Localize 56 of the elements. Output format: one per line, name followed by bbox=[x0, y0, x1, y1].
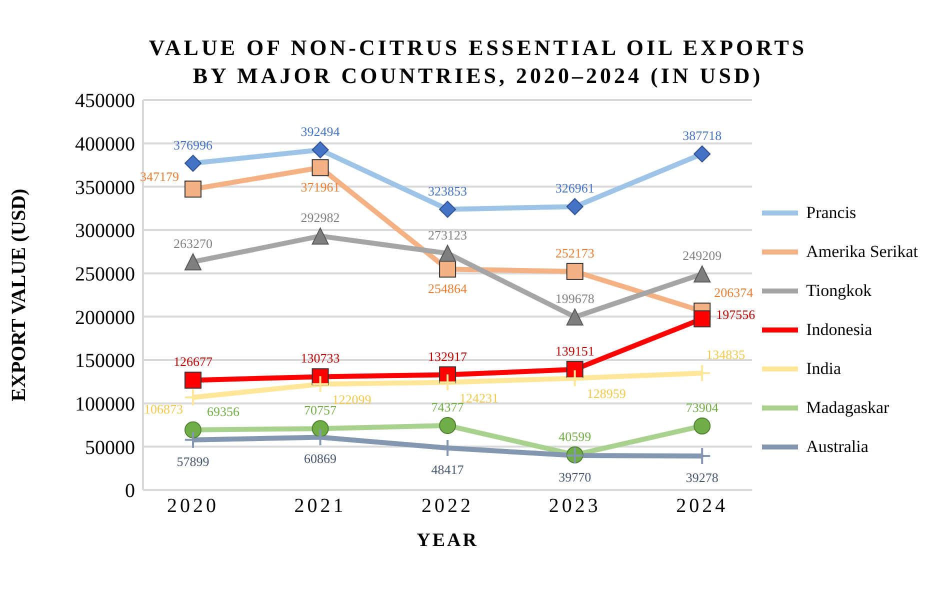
data-label: 206374 bbox=[714, 285, 754, 300]
data-label: 60869 bbox=[304, 451, 337, 466]
data-label: 39278 bbox=[686, 470, 718, 485]
x-axis-title: YEAR bbox=[416, 530, 478, 551]
data-label: 106873 bbox=[144, 401, 183, 416]
data-label: 130733 bbox=[300, 350, 340, 366]
data-label: 134835 bbox=[706, 347, 746, 362]
legend-label: Tiongkok bbox=[806, 281, 872, 301]
legend-label: Prancis bbox=[806, 203, 856, 223]
y-tick-label: 150000 bbox=[75, 350, 135, 372]
y-tick-label: 350000 bbox=[75, 176, 135, 199]
legend-label: Madagaskar bbox=[806, 398, 890, 418]
data-label: 40599 bbox=[558, 428, 592, 444]
y-tick-label: 100000 bbox=[75, 393, 135, 416]
data-label: 139151 bbox=[555, 343, 594, 358]
y-tick-label: 0 bbox=[125, 480, 135, 502]
legend-label: India bbox=[806, 359, 842, 379]
y-tick-label: 250000 bbox=[75, 263, 135, 286]
data-label: 376996 bbox=[174, 137, 213, 152]
data-label: 249209 bbox=[682, 248, 722, 264]
chart-title: VALUE OF NON-CITRUS ESSENTIAL OIL EXPORTS BY MAJOR COUNTRIES, 2020–2024 (IN USD) bbox=[148, 34, 808, 90]
legend-label: Australia bbox=[806, 437, 868, 457]
x-tick-label: 2020 bbox=[167, 495, 219, 518]
data-label: 252173 bbox=[555, 245, 594, 260]
data-label: 126677 bbox=[174, 354, 213, 370]
data-label: 128959 bbox=[586, 386, 626, 402]
legend-label: Indonesia bbox=[806, 320, 872, 340]
data-label: 371961 bbox=[300, 180, 340, 195]
data-label: 387718 bbox=[682, 128, 722, 143]
y-axis-title: EXPORT VALUE (USD) bbox=[8, 188, 30, 402]
data-label: 132917 bbox=[428, 348, 468, 364]
y-tick-label: 450000 bbox=[75, 90, 135, 112]
x-tick-label: 2023 bbox=[548, 495, 601, 518]
data-label: 39770 bbox=[558, 470, 592, 485]
y-tick-label: 400000 bbox=[75, 133, 135, 156]
data-label: 392494 bbox=[300, 124, 340, 139]
y-tick-label: 300000 bbox=[75, 220, 135, 242]
y-tick-label: 200000 bbox=[75, 306, 135, 329]
y-tick-label: 50000 bbox=[85, 436, 135, 459]
data-label: 57899 bbox=[176, 454, 210, 469]
x-tick-label: 2022 bbox=[422, 495, 474, 518]
data-label: 292982 bbox=[300, 210, 340, 226]
data-label: 263270 bbox=[174, 236, 212, 251]
data-label: 326961 bbox=[555, 180, 594, 196]
data-label: 347179 bbox=[140, 169, 179, 184]
data-label: 73904 bbox=[686, 400, 719, 415]
data-label: 197556 bbox=[716, 306, 756, 322]
data-label: 199678 bbox=[555, 290, 594, 306]
data-label: 323853 bbox=[428, 183, 468, 198]
legend-label: Amerika Serikat bbox=[806, 242, 918, 262]
data-label: 69356 bbox=[207, 404, 240, 419]
x-tick-label: 2024 bbox=[676, 495, 728, 518]
data-label: 254864 bbox=[428, 281, 468, 296]
data-label: 48417 bbox=[431, 462, 464, 478]
x-tick-label: 2021 bbox=[294, 495, 346, 518]
data-label: 273123 bbox=[428, 227, 468, 242]
